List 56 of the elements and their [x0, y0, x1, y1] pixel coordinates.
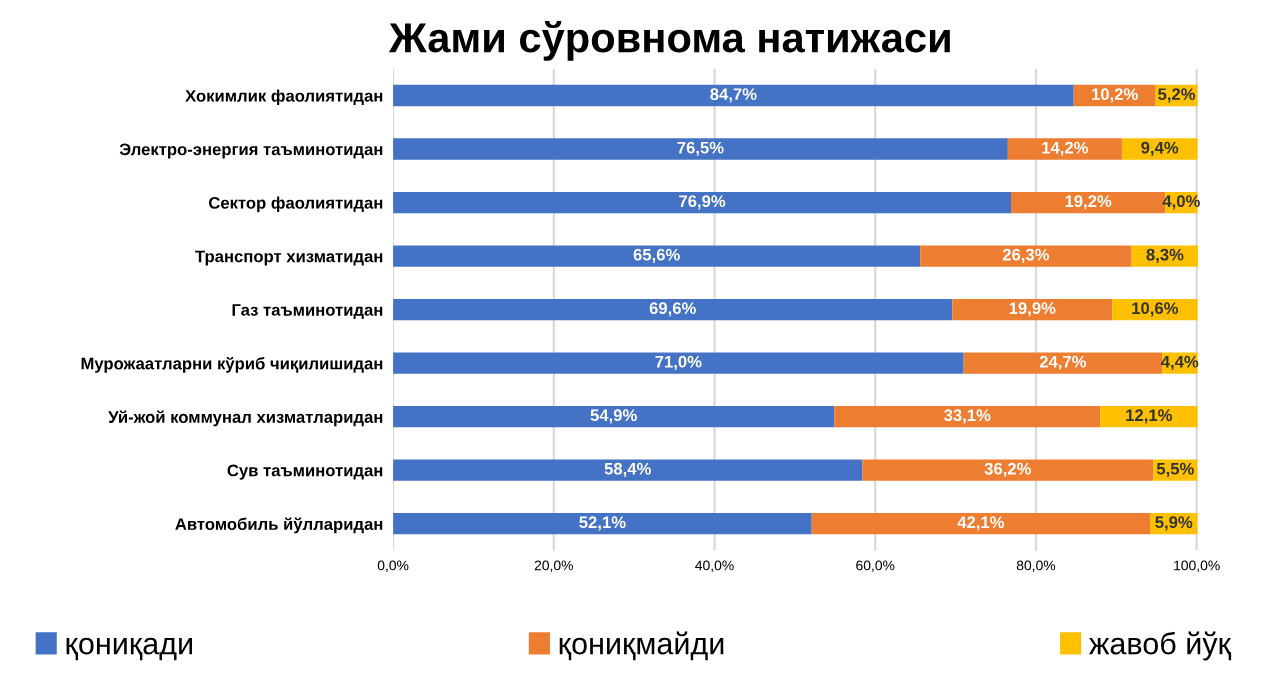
data-label: 65,6%	[633, 248, 680, 263]
bar	[1121, 138, 1198, 160]
bar	[393, 405, 835, 428]
chart-title: Жами сўровнома натижаси	[388, 21, 950, 61]
data-label: 5,5%	[1156, 462, 1194, 478]
data-label: 24,7%	[1039, 355, 1087, 370]
data-label: 19,9%	[1009, 302, 1056, 317]
legend-label: жавоб йўқ	[1089, 631, 1232, 661]
data-label: 84,7%	[710, 88, 757, 103]
legend-label: қониқади	[66, 637, 192, 661]
data-label: 19,2%	[1065, 195, 1112, 210]
y-tick-label: Мурожаатларни кўриб чиқилишидан	[81, 356, 383, 373]
bar	[811, 512, 1151, 535]
bar	[862, 459, 1154, 481]
bar	[920, 245, 1132, 267]
data-label: 9,4%	[1141, 141, 1179, 156]
data-label: 5,9%	[1155, 516, 1193, 531]
y-tick-label: Сектор фаолиятидан	[208, 196, 383, 213]
y-tick-label: Сув таъминотидан	[227, 464, 383, 480]
y-tick-label: Автомобиль йўлларидан	[175, 517, 383, 534]
bar	[1007, 138, 1122, 160]
y-tick-label: Транспорт хизматидан	[195, 250, 383, 266]
y-tick-label: Уй-жой коммунал хизматларидан	[108, 410, 383, 427]
bar	[834, 405, 1101, 428]
bar	[393, 512, 812, 535]
data-label: 54,9%	[590, 409, 637, 424]
y-tick-label: Хокимлик фаолиятидан	[185, 89, 383, 106]
data-label: 42,1%	[957, 516, 1005, 531]
bar	[952, 298, 1113, 321]
data-label: 69,6%	[649, 302, 696, 317]
data-label: 76,9%	[679, 195, 726, 210]
y-tick-label: Электро-энергия таъминотидан	[119, 143, 383, 159]
bar	[393, 191, 1012, 214]
data-label: 52,1%	[579, 516, 626, 531]
data-label: 14,2%	[1042, 141, 1089, 156]
data-label: 8,3%	[1146, 248, 1184, 263]
data-label: 71,0%	[655, 355, 702, 370]
data-label: 10,2%	[1092, 88, 1138, 103]
data-label: 12,1%	[1126, 409, 1173, 424]
data-label: 58,4%	[604, 462, 651, 478]
bar	[393, 298, 953, 321]
bar	[393, 245, 921, 267]
bar	[393, 84, 1074, 107]
bar	[963, 352, 1163, 374]
legend-label: қониқмайди	[559, 631, 724, 661]
bar	[393, 138, 1008, 160]
data-label: 36,2%	[984, 462, 1031, 478]
data-label: 76,5%	[677, 141, 724, 156]
data-label: 33,1%	[943, 409, 991, 424]
bar	[393, 352, 964, 374]
data-label: 26,3%	[1002, 248, 1050, 263]
bar	[393, 459, 863, 481]
data-label: 10,6%	[1132, 302, 1179, 317]
bar	[1011, 191, 1166, 214]
y-tick-label: Газ таъминотидан	[232, 304, 383, 319]
data-label: 5,2%	[1158, 88, 1196, 103]
